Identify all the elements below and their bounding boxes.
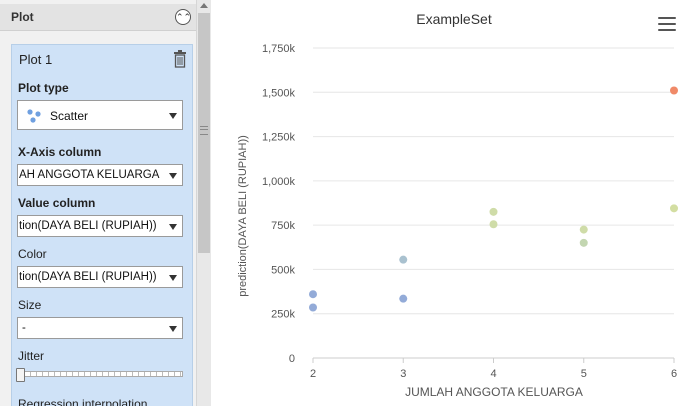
plot-config-panel: Plot ⌃⌃ Plot 1 Plot type Scatter X-Axis … — [0, 0, 196, 406]
jitter-slider[interactable] — [16, 368, 183, 382]
y-tick-label: 250k — [271, 309, 295, 321]
y-tick-label: 750k — [271, 220, 295, 232]
x-axis-label: X-Axis column — [18, 145, 102, 159]
panel-title: Plot — [11, 10, 34, 24]
y-tick-label: 1,500k — [262, 87, 296, 99]
scrollbar-grip-icon — [200, 126, 208, 135]
x-tick-label: 6 — [671, 368, 677, 380]
size-label: Size — [18, 298, 42, 312]
chevron-down-icon — [169, 113, 177, 119]
y-tick-label: 1,750k — [262, 43, 296, 55]
y-tick-label: 1,000k — [262, 176, 296, 188]
color-label: Color — [18, 247, 47, 261]
plot-type-label: Plot type — [18, 81, 69, 95]
scatter-point[interactable] — [579, 225, 588, 234]
plot-card-title: Plot 1 — [19, 52, 53, 67]
y-tick-label: 0 — [289, 353, 295, 365]
plot-card: Plot 1 Plot type Scatter X-Axis column A… — [11, 44, 193, 406]
size-select[interactable]: - — [17, 317, 183, 339]
scatter-point[interactable] — [489, 220, 498, 229]
chevron-up-double-icon[interactable]: ⌃⌃ — [175, 9, 191, 25]
chevron-down-icon — [169, 275, 177, 281]
x-tick-label: 3 — [400, 368, 406, 380]
y-axis-title: prediction(DAYA BELI (RUPIAH)) — [237, 135, 249, 297]
value-column-label: Value column — [18, 196, 96, 210]
jitter-label: Jitter — [18, 349, 45, 363]
regression-label: Regression interpolation — [18, 397, 148, 406]
chart-title: ExampleSet — [416, 11, 492, 27]
y-tick-label: 1,250k — [262, 132, 296, 144]
scatter-icon — [27, 109, 41, 123]
scatter-chart: ExampleSet 0 250k 500k 750k 1,000k 1,250k 1,50… — [237, 11, 678, 399]
y-tick-label: 500k — [271, 264, 295, 276]
x-axis-select[interactable]: AH ANGGOTA KELUARGA — [17, 164, 183, 186]
chart-area: ExampleSet 0 250k 500k 750k 1,000k 1,250k 1,50… — [212, 0, 692, 406]
x-tick-label: 5 — [581, 368, 587, 380]
x-axis-title: JUMLAH ANGGOTA KELUARGA — [405, 385, 583, 399]
scroll-up-arrow-icon[interactable] — [200, 3, 208, 8]
scatter-point[interactable] — [489, 207, 498, 216]
value-column-value: tion(DAYA BELI (RUPIAH)) — [19, 220, 157, 232]
jitter-slider-handle[interactable] — [16, 368, 25, 382]
x-tick-label: 2 — [310, 368, 316, 380]
scatter-point[interactable] — [399, 294, 408, 303]
scatter-point[interactable] — [670, 204, 678, 213]
color-value: tion(DAYA BELI (RUPIAH)) — [19, 271, 157, 283]
scatter-point[interactable] — [309, 303, 317, 312]
trash-icon[interactable] — [173, 50, 187, 68]
size-value: - — [22, 322, 26, 334]
hamburger-menu-icon[interactable] — [658, 17, 676, 31]
x-tick-label: 4 — [490, 368, 496, 380]
value-column-select[interactable]: tion(DAYA BELI (RUPIAH)) — [17, 215, 183, 237]
x-axis-value: AH ANGGOTA KELUARGA — [19, 169, 160, 181]
jitter-slider-ticks — [18, 372, 182, 376]
chevron-down-icon — [169, 224, 177, 230]
plot-type-value: Scatter — [50, 109, 89, 123]
scatter-point[interactable] — [399, 255, 408, 264]
plot-type-select[interactable]: Scatter — [17, 100, 183, 130]
chevron-down-icon — [169, 326, 177, 332]
scatter-point[interactable] — [309, 290, 317, 299]
chevron-down-icon — [169, 173, 177, 179]
scatter-point[interactable] — [579, 238, 588, 247]
color-select[interactable]: tion(DAYA BELI (RUPIAH)) — [17, 266, 183, 288]
plot-panel-header[interactable]: Plot ⌃⌃ — [0, 4, 196, 31]
scatter-point[interactable] — [670, 86, 678, 95]
scrollbar-thumb[interactable] — [198, 13, 210, 253]
panel-scrollbar[interactable] — [196, 0, 211, 406]
